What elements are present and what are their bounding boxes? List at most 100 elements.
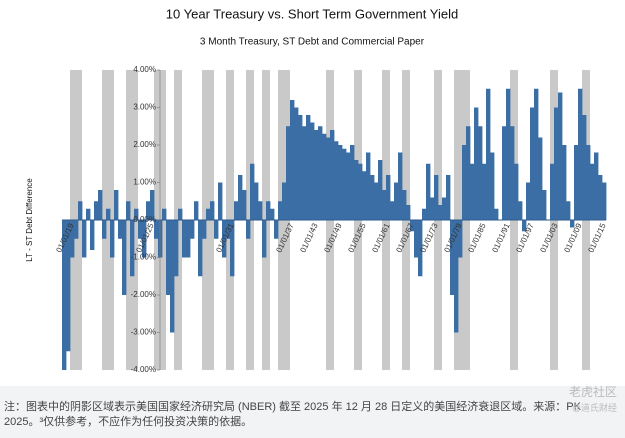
bar [138,220,143,239]
bar [294,107,299,220]
bar [122,220,127,295]
bar [594,152,599,220]
bar [430,197,435,220]
bar [358,163,363,220]
bar [162,208,167,220]
bar [82,220,87,258]
bar [174,220,179,277]
bar [246,220,251,239]
bar [574,145,579,220]
bar [370,175,375,220]
bar [110,220,115,258]
bar [374,182,379,220]
bar [446,175,451,220]
bar [562,145,567,220]
y-tick-label: 3.00% [133,103,156,112]
bar [506,88,511,220]
bar [86,208,91,220]
bar [414,220,419,258]
bar [566,201,571,220]
y-tick-label: -4.00% [131,365,156,374]
bar [578,88,583,220]
bar [602,182,607,220]
bar [346,152,351,220]
bar [410,220,415,232]
chart-title: 10 Year Treasury vs. Short Term Governme… [166,6,458,21]
bar [270,208,275,220]
footnote: 注：图表中的阴影区域表示美国国家经济研究局 (NBER) 截至 2025 年 1… [0,386,625,438]
bar [438,205,443,220]
bar [118,220,123,239]
bar [186,220,191,258]
bar [190,220,195,239]
bar [206,208,211,220]
bar [434,175,439,220]
bar [486,88,491,220]
bar [454,220,459,333]
bar [382,190,387,220]
bar [466,126,471,220]
bar [230,220,235,277]
bar [558,92,563,220]
bar [226,220,231,239]
bar [202,220,207,239]
bar [126,201,131,220]
bar [258,201,263,220]
bar [514,163,519,220]
bar [194,201,199,220]
bar [266,201,271,220]
bar [210,201,215,220]
bar [150,190,155,220]
bar [310,122,315,220]
bar [290,100,295,220]
bar [198,220,203,277]
y-tick-label: 2.00% [133,140,156,149]
bar [338,145,343,220]
bar [342,148,347,220]
chart-subtitle: 3 Month Treasury, ST Debt and Commercial… [200,37,425,48]
bar [462,145,467,220]
bar [114,190,119,220]
bar [298,115,303,220]
bar [154,220,159,239]
bar [90,220,95,250]
y-tick-label: -2.00% [131,290,156,299]
bar [442,197,447,220]
bar [106,208,111,220]
footnote-line: 注：图表中的阴影区域表示美国国家经济研究局 (NBER) 截至 2025 年 1… [4,401,581,413]
bar [590,163,595,220]
x-tick-label: 01/01/91 [490,221,512,254]
bar [542,190,547,220]
bar [178,208,183,220]
bar [306,115,311,220]
y-tick-label: 1.00% [133,178,156,187]
watermark: 老虎社区 @道氏财经 [569,384,617,416]
bar [354,160,359,220]
bar [282,182,287,220]
bar [534,88,539,220]
bar [146,201,151,220]
bar [214,220,219,239]
bar [78,201,83,220]
bar [242,190,247,220]
x-tick-label: 01/01/09 [562,221,584,254]
bar [278,201,283,220]
bar [526,182,531,220]
bar [426,163,431,220]
bar [522,220,527,232]
bar [222,220,227,258]
bar [402,190,407,220]
watermark-text: @道氏财经 [571,403,617,413]
bar [262,220,267,258]
bar [378,160,383,220]
bar [254,182,259,220]
bar [166,220,171,295]
bar [74,220,79,239]
bar [510,126,515,220]
bar [598,175,603,220]
bar [326,137,331,220]
bar [94,201,99,220]
bar [102,220,107,239]
bar [238,175,243,220]
